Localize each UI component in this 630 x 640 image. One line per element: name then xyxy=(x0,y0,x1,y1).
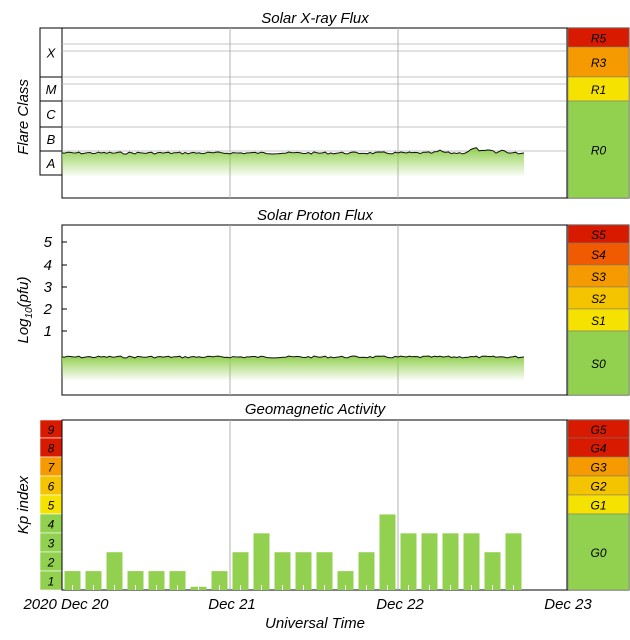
x-tick-dec21: Dec 21 xyxy=(208,596,256,613)
xray-ylabel: Flare Class xyxy=(15,79,32,155)
kp-bar xyxy=(85,571,102,590)
kp-bar xyxy=(337,571,354,590)
xray-class-label-c: C xyxy=(46,107,56,122)
proton-tick-4: 4 xyxy=(44,257,52,274)
x-axis: 2020 Dec 20 Dec 21 Dec 22 Dec 23 Univers… xyxy=(22,596,592,632)
geomag-level-g0 xyxy=(567,513,630,591)
kp-bar xyxy=(148,571,165,590)
geomag-storm-scale: G5 G4 G3 G2 G1 G0 xyxy=(567,419,630,591)
proton-flux-area xyxy=(62,356,524,380)
proton-label-s4: S4 xyxy=(591,248,606,262)
xray-label-r3: R3 xyxy=(591,56,607,70)
xray-flux-line xyxy=(61,147,525,155)
proton-level-s0 xyxy=(567,330,630,396)
kp-bar xyxy=(400,533,417,590)
proton-label-s1: S1 xyxy=(591,314,606,328)
kp-bar xyxy=(295,552,312,590)
kp-bar xyxy=(463,533,480,590)
geomag-label-g4: G4 xyxy=(590,442,606,456)
geomag-label-g1: G1 xyxy=(590,499,606,513)
xray-title: Solar X-ray Flux xyxy=(261,10,369,27)
proton-label-s2: S2 xyxy=(591,292,606,306)
proton-y-ticks: 5 4 3 2 1 xyxy=(43,234,67,340)
geomag-label-g0: G0 xyxy=(590,546,606,560)
kp-label-8: 8 xyxy=(48,442,55,456)
kp-bar xyxy=(484,552,501,590)
xray-class-label-m: M xyxy=(46,82,57,97)
proton-ylabel-tail: (pfu) xyxy=(15,276,32,307)
kp-bar xyxy=(253,533,270,590)
xray-label-r0: R0 xyxy=(591,144,607,158)
kp-label-5: 5 xyxy=(48,499,55,513)
x-tick-dec22: Dec 22 xyxy=(376,596,424,613)
proton-ylabel-sub: 10 xyxy=(24,307,35,319)
kp-bar xyxy=(64,571,81,590)
geomag-ylabel: Kp index xyxy=(15,475,32,534)
kp-bar xyxy=(106,552,123,590)
x-axis-title: Universal Time xyxy=(265,615,365,632)
x-tick-dec23: Dec 23 xyxy=(544,596,592,613)
geomag-plot-frame xyxy=(61,419,630,591)
kp-bar xyxy=(274,552,291,590)
proton-ylabel-main: Log xyxy=(15,318,32,344)
proton-radiation-scale: S5 S4 S3 S2 S1 S0 xyxy=(567,224,630,396)
kp-bar xyxy=(442,533,459,590)
xray-class-label-b: B xyxy=(47,132,56,147)
xray-label-r1: R1 xyxy=(591,83,606,97)
kp-bars xyxy=(64,514,522,590)
kp-bar xyxy=(358,552,375,590)
kp-label-4: 4 xyxy=(48,518,55,532)
geomag-label-g2: G2 xyxy=(590,480,606,494)
xray-class-label-x: X xyxy=(46,46,57,61)
kp-bar xyxy=(232,552,249,590)
kp-bar xyxy=(421,533,438,590)
kp-label-9: 9 xyxy=(48,423,55,437)
x-tick-dec20: 2020 Dec 20 xyxy=(22,596,109,613)
xray-class-label-a: A xyxy=(46,156,56,171)
proton-ylabel: Log10(pfu) xyxy=(15,276,35,343)
geomag-title: Geomagnetic Activity xyxy=(245,401,387,418)
proton-label-s3: S3 xyxy=(591,270,606,284)
geomag-label-g5: G5 xyxy=(590,423,606,437)
kp-bar xyxy=(316,552,333,590)
kp-bar xyxy=(169,571,186,590)
proton-tick-5: 5 xyxy=(44,234,53,251)
xray-flux-area xyxy=(62,147,524,176)
kp-bar xyxy=(127,571,144,590)
proton-flux-line xyxy=(61,355,525,359)
proton-label-s0: S0 xyxy=(591,357,606,371)
kp-label-6: 6 xyxy=(48,480,55,494)
xray-level-r3 xyxy=(567,46,630,78)
kp-bar xyxy=(505,533,522,590)
kp-level-axis: 9 8 7 6 5 4 3 2 1 xyxy=(39,419,63,591)
xray-level-r0 xyxy=(567,100,630,199)
xray-label-r5: R5 xyxy=(591,32,607,46)
kp-label-1: 1 xyxy=(48,575,55,589)
proton-label-s5: S5 xyxy=(591,228,606,242)
proton-title: Solar Proton Flux xyxy=(257,207,373,224)
kp-label-2: 2 xyxy=(47,556,55,570)
kp-bar xyxy=(379,514,396,590)
geomag-grid xyxy=(229,420,568,590)
xray-radio-scale: R5 R3 R1 R0 xyxy=(567,27,630,199)
kp-label-3: 3 xyxy=(48,537,55,551)
geomag-label-g3: G3 xyxy=(590,461,606,475)
kp-label-7: 7 xyxy=(48,461,56,475)
proton-tick-3: 3 xyxy=(44,279,53,296)
proton-tick-1: 1 xyxy=(44,323,52,340)
geomag-panel: Geomagnetic Activity Kp index 987654321 … xyxy=(15,401,630,591)
kp-bar xyxy=(211,571,228,590)
proton-tick-2: 2 xyxy=(43,301,53,318)
